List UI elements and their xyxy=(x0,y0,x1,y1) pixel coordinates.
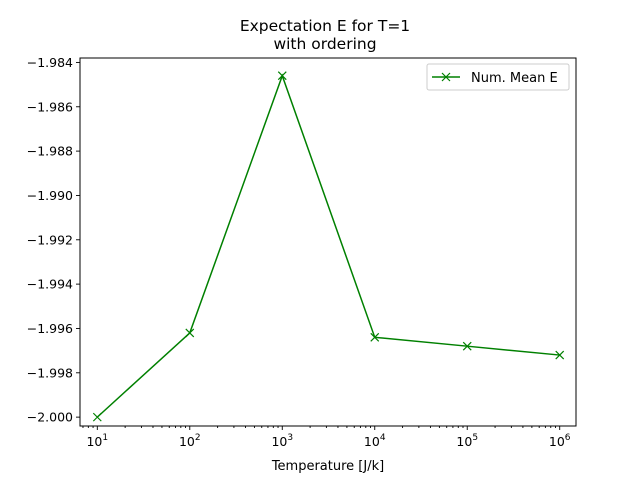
y-tick-label: −1.992 xyxy=(27,232,73,247)
x-tick-label-base: 10 xyxy=(456,434,472,449)
y-tick-label: −2.000 xyxy=(27,410,73,425)
y-tick-label: −1.994 xyxy=(27,277,73,292)
axes-frame xyxy=(79,57,577,427)
legend: Num. Mean E xyxy=(426,63,570,91)
data-point-marker xyxy=(462,341,472,351)
data-point-marker xyxy=(555,350,565,360)
x-tick-label-exponent: 4 xyxy=(380,433,386,443)
x-tick-label-exponent: 5 xyxy=(472,433,478,443)
x-tick-label: 105 xyxy=(456,433,478,449)
legend-box xyxy=(426,63,570,91)
legend-marker-swatch xyxy=(441,72,451,82)
chart-title-line-1: Expectation E for T=1 xyxy=(240,17,410,35)
y-tick-label: −1.986 xyxy=(27,99,73,114)
x-tick-label: 106 xyxy=(549,433,571,449)
legend-label: Num. Mean E xyxy=(471,71,558,86)
y-tick-label: −1.998 xyxy=(27,365,73,380)
x-tick-label: 104 xyxy=(364,433,386,449)
x-tick-label-exponent: 6 xyxy=(565,433,571,443)
x-tick-label: 103 xyxy=(271,433,293,449)
data-point-marker xyxy=(277,71,287,81)
series-line xyxy=(96,73,560,418)
chart-title-line-2: with ordering xyxy=(273,35,376,53)
y-tick-label: −1.996 xyxy=(27,321,73,336)
x-tick-label-base: 10 xyxy=(179,434,195,449)
x-tick-label: 101 xyxy=(86,433,108,449)
y-tick-label: −1.984 xyxy=(27,55,73,70)
x-tick-label-base: 10 xyxy=(271,434,287,449)
x-tick-label-exponent: 3 xyxy=(287,433,293,443)
y-tick-label: −1.990 xyxy=(27,188,73,203)
x-tick-label: 102 xyxy=(179,433,201,449)
x-tick-label-base: 10 xyxy=(549,434,565,449)
x-tick-label-exponent: 1 xyxy=(102,433,108,443)
x-tick-label-exponent: 2 xyxy=(195,433,201,443)
x-tick-label-base: 10 xyxy=(86,434,102,449)
plot-area: −2.000 −1.998 −1.996 −1.994 −1.992 −1.990 −1.9… xyxy=(27,55,577,449)
x-tick-label-base: 10 xyxy=(364,434,380,449)
data-point-marker xyxy=(92,412,102,422)
x-axis-label: Temperature [J/k] xyxy=(271,459,384,474)
data-point-marker xyxy=(370,332,380,342)
data-point-marker xyxy=(185,328,195,338)
y-tick-label: −1.988 xyxy=(27,144,73,159)
